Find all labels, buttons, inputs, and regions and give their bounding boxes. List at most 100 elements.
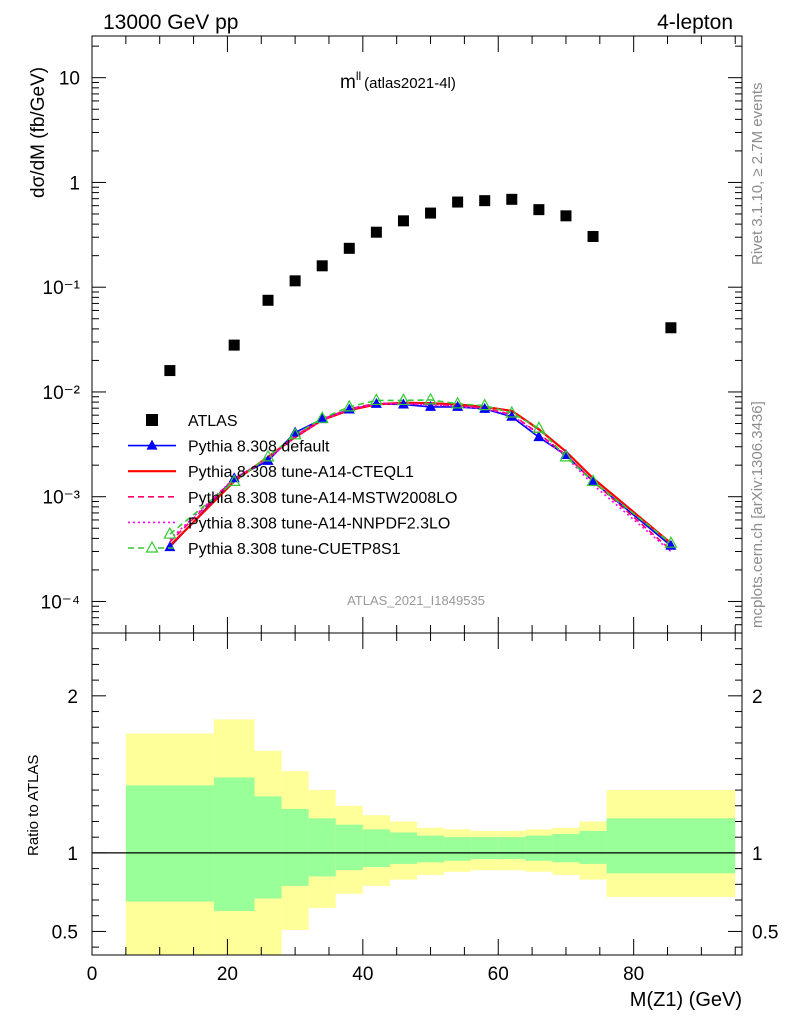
x-tick-label: 0	[87, 964, 98, 985]
ratio-band-inner	[308, 818, 336, 877]
ratio-band-inner	[254, 796, 282, 899]
data-point-square	[228, 339, 240, 351]
data-point-square	[397, 215, 409, 227]
data-point-square	[289, 275, 301, 287]
y-axis-label-main: dσ/dM (fb/GeV)	[28, 67, 49, 198]
data-point-open-triangle	[451, 396, 465, 409]
data-point-square	[316, 260, 328, 272]
ratio-y-tick-label: 1	[67, 844, 78, 865]
data-point-open-triangle	[559, 449, 573, 462]
legend-marker-triangle	[146, 439, 158, 450]
ratio-band-inner	[281, 808, 309, 886]
ratio-band-inner	[362, 829, 390, 868]
data-point-square	[262, 294, 274, 306]
ratio-bands	[92, 719, 742, 955]
ratio-band-inner	[125, 785, 214, 902]
data-point-open-triangle	[315, 411, 329, 423]
legend-label: Pythia 8.308 tune-A14-NNPDF2.3LO	[188, 515, 450, 532]
ratio-y-tick-label-right: 2	[752, 687, 763, 708]
ratio-band-inner	[417, 835, 445, 863]
x-tick-label: 20	[217, 964, 238, 985]
ratio-y-tick-label-right: 0.5	[752, 922, 778, 943]
side-label-mcplots: mcplots.cern.ch [arXiv:1306.3436]	[749, 401, 766, 628]
legend-label: Pythia 8.308 tune-CUETP8S1	[188, 541, 401, 558]
data-point-triangle	[587, 475, 599, 486]
ratio-band-inner	[579, 830, 607, 864]
side-label-rivet: Rivet 3.1.10, ≥ 2.7M events	[749, 83, 766, 266]
series-lines	[169, 399, 672, 553]
data-point-triangle	[262, 454, 274, 465]
y-tick-label: 10⁻³	[43, 488, 81, 509]
data-point-square	[343, 242, 355, 254]
ratio-band-inner	[552, 834, 580, 863]
data-point-open-triangle	[369, 393, 383, 406]
data-point-triangle	[506, 410, 518, 421]
data-point-square	[560, 210, 572, 222]
data-point-triangle	[425, 400, 437, 411]
data-point-open-triangle	[478, 398, 492, 411]
ratio-band-inner	[335, 824, 363, 871]
data-point-triangle	[533, 431, 545, 442]
ratio-y-tick-label-right: 1	[752, 844, 763, 865]
plot-title-main: m	[340, 72, 356, 93]
data-point-open-triangle	[227, 474, 241, 487]
plot-title-sub: (atlas2021-4l)	[364, 75, 456, 92]
data-point-square	[425, 207, 437, 219]
data-point-square	[370, 226, 382, 238]
ratio-plot-border	[91, 632, 743, 956]
data-point-square	[587, 230, 599, 242]
legend-label: ATLAS	[188, 413, 238, 430]
data-point-open-triangle	[396, 393, 410, 406]
header-left: 13000 GeV pp	[103, 11, 238, 34]
ratio-band-inner	[213, 777, 255, 912]
data-point-open-triangle	[505, 405, 519, 418]
x-axis-label: M(Z1) (GeV)	[630, 989, 742, 1011]
legend-marker-square	[146, 414, 158, 426]
x-tick-label: 60	[488, 964, 509, 985]
series-line	[169, 403, 672, 553]
data-point-open-triangle	[261, 449, 275, 462]
ratio-y-tick-label: 2	[67, 687, 78, 708]
x-tick-label: 40	[352, 964, 373, 985]
legend-marker-open-triangle	[145, 540, 159, 553]
legend: ATLAS Pythia 8.308 default Pythia 8.308 tu…	[128, 413, 457, 558]
data-point-square	[506, 193, 518, 205]
data-point-open-triangle	[586, 474, 600, 487]
series-line	[169, 399, 672, 544]
ratio-band-inner	[525, 835, 553, 861]
data-point-triangle	[370, 397, 382, 408]
data-point-open-triangle	[163, 526, 177, 539]
data-point-square	[533, 204, 545, 216]
data-point-square	[479, 195, 491, 207]
ratio-plot-frame	[91, 632, 743, 956]
data-point-open-triangle	[532, 421, 546, 433]
header-right: 4-lepton	[657, 11, 733, 34]
data-point-triangle	[316, 413, 328, 424]
y-tick-label: 10⁻¹	[43, 278, 81, 299]
data-point-open-triangle	[664, 535, 678, 548]
ratio-band-inner	[471, 837, 499, 860]
x-tick-label: 80	[623, 964, 644, 985]
ratio-band-inner	[606, 818, 736, 874]
data-point-square	[164, 365, 176, 377]
data-point-square	[665, 322, 677, 334]
legend-label: Pythia 8.308 tune-A14-MSTW2008LO	[188, 490, 457, 507]
data-point-triangle	[479, 402, 491, 413]
ratio-band-inner	[389, 832, 417, 864]
y-tick-label: 1	[69, 173, 80, 194]
legend-label: Pythia 8.308 tune-A14-CTEQL1	[188, 464, 414, 481]
data-point-triangle	[397, 398, 409, 409]
y-tick-label: 10⁻⁴	[41, 592, 80, 613]
ratio-band-inner	[444, 837, 472, 861]
y-axis-label-ratio: Ratio to ATLAS	[25, 755, 42, 856]
data-point-open-triangle	[424, 392, 438, 405]
legend-label: Pythia 8.308 default	[188, 439, 330, 456]
data-point-open-triangle	[288, 427, 302, 440]
y-tick-label: 10	[59, 69, 80, 90]
analysis-watermark: ATLAS_2021_I1849535	[347, 593, 485, 608]
series-markers	[163, 193, 678, 552]
ratio-band-inner	[498, 837, 526, 860]
data-point-square	[452, 196, 464, 208]
